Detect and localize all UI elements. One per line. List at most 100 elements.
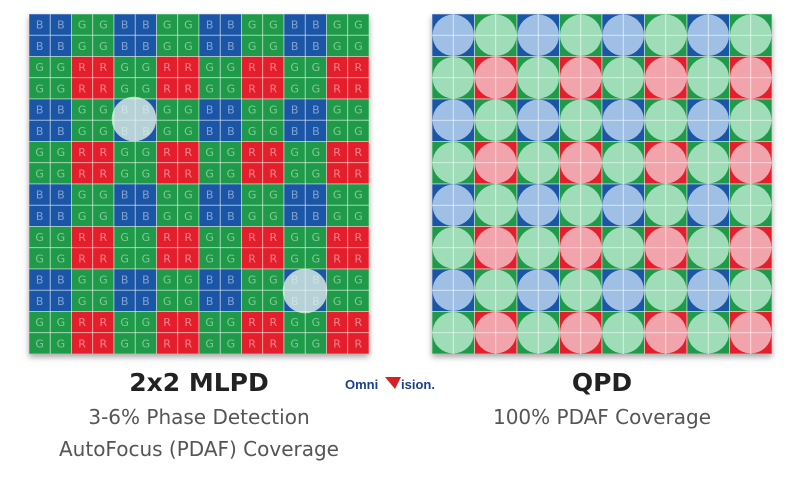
pixel-letter: G xyxy=(227,146,236,159)
pixel-letter: G xyxy=(312,231,321,244)
mlpd-title: 2x2 MLPD xyxy=(129,368,269,397)
pixel-letter: G xyxy=(205,316,214,329)
pixel-letter: B xyxy=(227,19,235,32)
pixel-letter: R xyxy=(78,337,86,350)
pixel-letter: B xyxy=(36,125,44,138)
pixel-letter: G xyxy=(333,104,342,117)
pixel-letter: R xyxy=(163,167,171,180)
pixel-letter: B xyxy=(142,210,150,223)
pixel-letter: B xyxy=(142,274,150,287)
pixel-letter: B xyxy=(57,274,65,287)
pixel-letter: G xyxy=(99,189,108,202)
pixel-letter: G xyxy=(184,40,193,53)
pixel-letter: R xyxy=(78,252,86,265)
pixel-letter: B xyxy=(57,19,65,32)
pixel-letter: R xyxy=(100,231,108,244)
pixel-letter: B xyxy=(121,40,129,53)
pixel-letter: B xyxy=(121,274,129,287)
pixel-letter: R xyxy=(78,167,86,180)
pixel-letter: G xyxy=(354,210,363,223)
pixel-letter: B xyxy=(227,40,235,53)
pixel-letter: G xyxy=(290,316,299,329)
pixel-letter: G xyxy=(269,189,278,202)
pixel-letter: B xyxy=(206,295,214,308)
pixel-letter: R xyxy=(270,252,278,265)
pixel-letter: G xyxy=(35,82,44,95)
pixel-letter: G xyxy=(269,40,278,53)
pixel-letter: R xyxy=(163,82,171,95)
pixel-letter: B xyxy=(206,189,214,202)
pixel-letter: R xyxy=(270,146,278,159)
pixel-letter: G xyxy=(290,82,299,95)
pixel-letter: G xyxy=(312,167,321,180)
pixel-letter: R xyxy=(248,146,256,159)
pixel-letter: G xyxy=(290,252,299,265)
pixel-letter: G xyxy=(120,231,129,244)
pixel-letter: R xyxy=(248,337,256,350)
pixel-letter: G xyxy=(184,104,193,117)
pixel-letter: R xyxy=(78,316,86,329)
pixel-letter: B xyxy=(206,210,214,223)
pixel-letter: G xyxy=(354,19,363,32)
pixel-letter: G xyxy=(248,125,257,138)
pixel-letter: B xyxy=(142,19,150,32)
pixel-letter: R xyxy=(333,61,341,74)
qpd-subtitle: 100% PDAF Coverage xyxy=(492,405,711,429)
pixel-letter: B xyxy=(36,274,44,287)
pdaf-microlens-2 xyxy=(282,268,328,314)
pixel-letter: G xyxy=(78,104,87,117)
pixel-letter: B xyxy=(291,125,299,138)
pixel-letter: R xyxy=(355,146,363,159)
pixel-letter: B xyxy=(312,189,320,202)
pixel-letter: G xyxy=(184,125,193,138)
pixel-letter: R xyxy=(185,337,193,350)
pixel-letter: B xyxy=(36,19,44,32)
pixel-letter: G xyxy=(78,40,87,53)
pixel-letter: G xyxy=(333,210,342,223)
pixel-letter: R xyxy=(78,82,86,95)
pixel-letter: G xyxy=(78,19,87,32)
pixel-letter: R xyxy=(333,231,341,244)
pixel-letter: B xyxy=(291,104,299,117)
pixel-letter: G xyxy=(35,167,44,180)
pixel-letter: G xyxy=(57,316,66,329)
pixel-letter: B xyxy=(142,40,150,53)
pixel-letter: B xyxy=(121,210,129,223)
pixel-letter: R xyxy=(355,167,363,180)
qpd-grid xyxy=(432,14,772,354)
pixel-letter: R xyxy=(270,337,278,350)
pixel-letter: G xyxy=(269,125,278,138)
pixel-letter: G xyxy=(163,104,172,117)
pixel-letter: G xyxy=(248,104,257,117)
pixel-letter: G xyxy=(184,210,193,223)
pixel-letter: G xyxy=(78,189,87,202)
pixel-letter: G xyxy=(142,231,151,244)
pixel-letter: B xyxy=(57,40,65,53)
pixel-letter: R xyxy=(185,316,193,329)
pixel-letter: G xyxy=(142,82,151,95)
pixel-letter: B xyxy=(312,210,320,223)
pixel-letter: G xyxy=(227,82,236,95)
pixel-letter: B xyxy=(206,19,214,32)
pixel-letter: G xyxy=(57,82,66,95)
pixel-letter: G xyxy=(205,231,214,244)
pixel-letter: G xyxy=(99,125,108,138)
pixel-letter: R xyxy=(100,252,108,265)
pixel-cell xyxy=(347,332,369,354)
pixel-letter: G xyxy=(269,19,278,32)
pixel-letter: R xyxy=(78,146,86,159)
pixel-letter: G xyxy=(35,252,44,265)
pixel-letter: B xyxy=(312,125,320,138)
pixel-letter: G xyxy=(269,210,278,223)
pixel-letter: G xyxy=(184,19,193,32)
pixel-letter: R xyxy=(333,252,341,265)
pixel-letter: B xyxy=(291,210,299,223)
pixel-letter: B xyxy=(227,274,235,287)
pixel-letter: G xyxy=(184,295,193,308)
pixel-letter: R xyxy=(185,167,193,180)
pixel-letter: B xyxy=(206,125,214,138)
pixel-letter: R xyxy=(163,146,171,159)
pixel-letter: B xyxy=(291,19,299,32)
pixel-letter: G xyxy=(354,125,363,138)
pixel-letter: R xyxy=(100,167,108,180)
